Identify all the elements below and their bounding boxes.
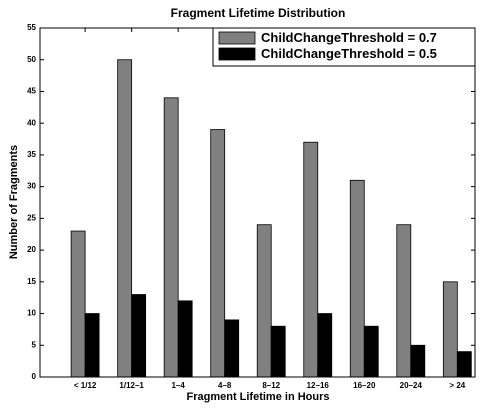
bar xyxy=(70,230,86,378)
bar xyxy=(131,294,147,378)
bar xyxy=(442,281,458,378)
bar xyxy=(224,319,240,378)
bar xyxy=(84,313,100,378)
bar xyxy=(303,141,319,378)
bar xyxy=(210,129,226,378)
bar xyxy=(256,224,272,378)
bar xyxy=(177,300,193,378)
legend-swatch xyxy=(218,31,256,45)
y-axis-label: Number of Fragments xyxy=(8,145,20,259)
y-tick-label: 45 xyxy=(27,87,36,96)
x-tick-label: 16–20 xyxy=(353,381,376,390)
x-axis-label: Fragment Lifetime in Hours xyxy=(186,391,329,403)
bar xyxy=(363,325,379,378)
x-tick-label: 8–12 xyxy=(262,381,280,390)
legend-label: ChildChangeThreshold = 0.7 xyxy=(261,30,437,45)
bar xyxy=(117,59,133,378)
y-tick-label: 5 xyxy=(32,340,37,349)
y-tick-label: 0 xyxy=(32,372,37,381)
y-tick-label: 55 xyxy=(27,23,36,32)
x-tick-label: 20–24 xyxy=(400,381,423,390)
x-tick-label: 1–4 xyxy=(171,381,185,390)
chart-title: Fragment Lifetime Distribution xyxy=(171,6,346,20)
bar xyxy=(349,179,365,378)
bar xyxy=(456,351,472,378)
x-tick-label: 12–16 xyxy=(307,381,330,390)
x-tick-label: > 24 xyxy=(449,381,465,390)
y-tick-label: 20 xyxy=(27,245,36,254)
y-tick-label: 50 xyxy=(27,55,36,64)
x-tick-label: 4–8 xyxy=(218,381,232,390)
bar xyxy=(410,344,426,378)
legend-swatch xyxy=(218,47,256,61)
x-tick-label: < 1/12 xyxy=(74,381,97,390)
legend-box xyxy=(212,27,476,67)
y-tick-label: 35 xyxy=(27,150,36,159)
bar xyxy=(396,224,412,378)
y-tick-label: 15 xyxy=(27,277,36,286)
x-tick-label: 1/12–1 xyxy=(119,381,144,390)
y-tick-label: 10 xyxy=(27,309,36,318)
y-tick-label: 30 xyxy=(27,182,36,191)
y-tick-label: 40 xyxy=(27,118,36,127)
bar xyxy=(163,97,179,378)
y-tick-label: 25 xyxy=(27,213,36,222)
bar xyxy=(317,313,333,378)
legend-label: ChildChangeThreshold = 0.5 xyxy=(261,46,437,61)
bar xyxy=(270,325,286,378)
